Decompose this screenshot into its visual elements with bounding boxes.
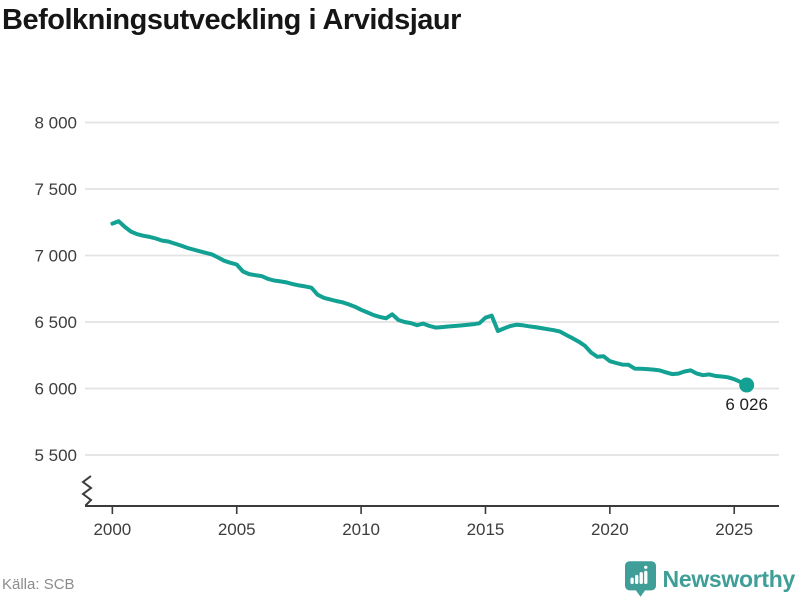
- population-series-line: [110, 219, 749, 387]
- axis-break-icon: [81, 475, 93, 507]
- y-tick-label: 8 000: [34, 114, 77, 133]
- newsworthy-logo[interactable]: Newsworthy: [624, 561, 796, 597]
- x-tick-label: 2010: [342, 520, 380, 539]
- x-tick-label: 2005: [218, 520, 256, 539]
- source-note: Källa: SCB: [2, 576, 75, 593]
- latest-value-dot: [739, 377, 755, 393]
- x-tick-label: 2015: [467, 520, 505, 539]
- newsworthy-wordmark: Newsworthy: [662, 565, 796, 592]
- x-tick-label: 2025: [715, 520, 753, 539]
- y-tick-label: 6 500: [34, 313, 77, 332]
- x-tick-label: 2000: [93, 520, 131, 539]
- y-tick-label: 7 000: [34, 247, 77, 266]
- y-tick-label: 5 500: [34, 446, 77, 465]
- end-value-label: 6 026: [725, 395, 768, 415]
- y-tick-label: 6 000: [34, 380, 77, 399]
- x-tick-label: 2020: [591, 520, 629, 539]
- chart-title: Befolkningsutveckling i Arvidsjaur: [2, 4, 461, 36]
- y-tick-label: 7 500: [34, 180, 77, 199]
- newsworthy-icon: [624, 561, 656, 597]
